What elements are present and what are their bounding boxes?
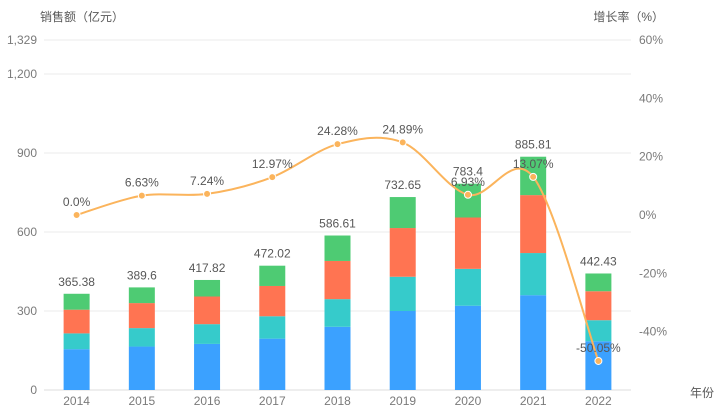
left-axis-tick-label: 1,200	[7, 67, 37, 81]
bar-segment	[259, 285, 286, 317]
bar-segment	[585, 273, 612, 292]
bar-total-label: 732.65	[384, 178, 421, 192]
x-axis-tick-label: 2022	[585, 394, 612, 408]
bar-segment	[194, 296, 221, 325]
left-axis-tick-label: 600	[17, 225, 37, 239]
growth-rate-label: 6.63%	[125, 176, 159, 190]
growth-rate-label: -50.05%	[576, 341, 621, 355]
line-point	[463, 190, 472, 199]
x-axis-tick-label: 2020	[455, 394, 482, 408]
x-axis-tick-label: 2021	[520, 394, 547, 408]
bar-segment	[63, 349, 90, 390]
right-axis-tick-label: 0%	[639, 208, 657, 222]
right-axis-tick-label: 20%	[639, 150, 663, 164]
growth-rate-label: 24.28%	[317, 124, 358, 138]
bar-segment	[128, 303, 155, 329]
growth-rate-label: 13.07%	[513, 157, 554, 171]
growth-rate-label: 7.24%	[190, 174, 224, 188]
x-axis-title: 年份	[690, 386, 715, 400]
line-point	[594, 356, 603, 365]
x-axis-tick-label: 2016	[194, 394, 221, 408]
bar-total-label: 389.6	[127, 268, 157, 282]
bar-segment	[324, 326, 351, 390]
bar-segment	[585, 320, 612, 342]
bar-segment	[585, 291, 612, 321]
bar-total-label: 417.82	[189, 261, 226, 275]
bar-segment	[259, 338, 286, 390]
bar-segment	[128, 287, 155, 304]
line-point	[203, 189, 212, 198]
bar-segment	[389, 197, 416, 229]
bar-segment	[194, 324, 221, 344]
bar-segment	[63, 293, 90, 310]
line-point	[72, 211, 81, 219]
growth-rate-label: 6.93%	[451, 175, 485, 189]
right-axis-tick-label: -40%	[639, 325, 667, 339]
left-axis-tick-label: 900	[17, 146, 37, 160]
line-point	[137, 191, 146, 200]
right-axis-tick-label: -20%	[639, 266, 667, 280]
bar-segment	[585, 341, 612, 390]
bar-segment	[63, 309, 90, 334]
bar-segment	[324, 260, 351, 300]
left-axis-title: 销售额（亿元）	[40, 10, 125, 24]
right-axis-tick-label: 40%	[639, 91, 663, 105]
growth-rate-label: 0.0%	[63, 195, 91, 209]
bar-segment	[389, 276, 416, 311]
bar-segment	[194, 279, 221, 297]
bar-segment	[128, 328, 155, 347]
bar-total-label: 442.43	[580, 254, 617, 268]
bar-segment	[324, 235, 351, 261]
left-axis-tick-label: 1,329	[7, 33, 37, 47]
bar-segment	[454, 217, 481, 269]
right-axis-tick-label: 60%	[639, 33, 663, 47]
growth-rate-label: 12.97%	[252, 157, 293, 171]
line-point	[398, 138, 407, 147]
bar-total-label: 783.4	[453, 165, 483, 179]
bar-segment	[194, 343, 221, 390]
bar-segment	[63, 333, 90, 350]
bar-segment	[454, 268, 481, 306]
bar-total-label: 885.81	[515, 138, 552, 152]
x-axis-tick-label: 2019	[389, 394, 416, 408]
line-point	[333, 140, 342, 149]
x-axis-tick-label: 2015	[128, 394, 155, 408]
bar-segment	[454, 305, 481, 390]
bar-segment	[259, 316, 286, 339]
bar-segment	[520, 253, 547, 296]
bar-total-label: 472.02	[254, 247, 291, 261]
line-point	[529, 172, 538, 181]
x-axis-tick-label: 2018	[324, 394, 351, 408]
bar-segment	[324, 299, 351, 327]
bar-total-label: 586.61	[319, 217, 356, 231]
x-axis-tick-label: 2014	[63, 394, 90, 408]
bar-segment	[259, 265, 286, 286]
bar-segment	[520, 195, 547, 254]
bar-segment	[389, 310, 416, 390]
left-axis-tick-label: 300	[17, 304, 37, 318]
line-point	[268, 173, 277, 182]
bar-segment	[454, 183, 481, 218]
x-axis-tick-label: 2017	[259, 394, 286, 408]
bar-segment	[389, 228, 416, 277]
left-axis-tick-label: 0	[30, 383, 37, 397]
bar-segment	[520, 295, 547, 390]
bar-total-label: 365.38	[58, 275, 95, 289]
growth-rate-label: 24.89%	[382, 122, 423, 136]
right-axis-title: 增长率（%）	[593, 10, 664, 24]
bar-segment	[128, 346, 155, 390]
